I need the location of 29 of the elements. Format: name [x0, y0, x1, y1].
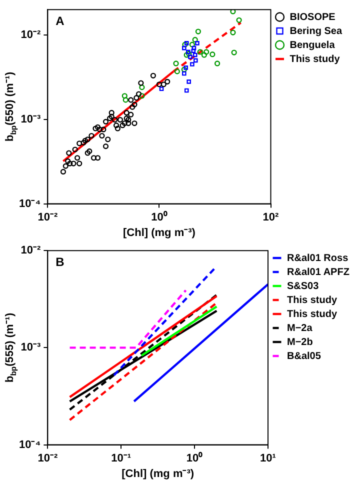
- x-tick-label: 10⁻²: [38, 452, 58, 464]
- y-tick-label: 10⁻³: [20, 113, 42, 126]
- x-axis-title: [Chl] (mg m⁻³): [122, 468, 194, 480]
- x-axis-title: [Chl] (mg m⁻³): [123, 227, 196, 240]
- legend-label: S&S03: [287, 280, 320, 292]
- legend-label: R&al01 Ross: [287, 252, 349, 264]
- y-tick-label: 10⁻²: [20, 244, 42, 257]
- legend-label: M−2a: [287, 322, 313, 334]
- x-tick-label: 10²: [262, 211, 280, 224]
- legend-label: BIOSOPE: [290, 12, 336, 23]
- legend-label: This study: [290, 54, 340, 65]
- y-tick-label: 10⁻⁴: [18, 438, 41, 451]
- y-tick-label: 10⁻³: [20, 342, 42, 354]
- y-tick-label: 10⁻²: [20, 29, 42, 42]
- x-tick-label: 10⁻²: [38, 211, 58, 224]
- legend-label: R&al01 APFZ: [287, 266, 350, 278]
- legend-label: Bering Sea: [290, 26, 342, 37]
- chart-title: A: [56, 14, 65, 28]
- x-tick-label: 10⁰: [151, 210, 168, 224]
- x-tick-label: 10⁰: [186, 451, 203, 464]
- chart-title: B: [56, 254, 65, 269]
- x-tick-label: 10⁻¹: [111, 452, 132, 464]
- legend-label: B&al05: [287, 350, 322, 362]
- y-tick-label: 10⁻⁴: [18, 198, 41, 210]
- legend-label: This study: [287, 308, 338, 320]
- x-tick-label: 10¹: [260, 452, 276, 464]
- legend-label: M−2b: [287, 336, 313, 348]
- legend-label: Benguela: [290, 40, 336, 51]
- legend-label: This study: [287, 294, 338, 306]
